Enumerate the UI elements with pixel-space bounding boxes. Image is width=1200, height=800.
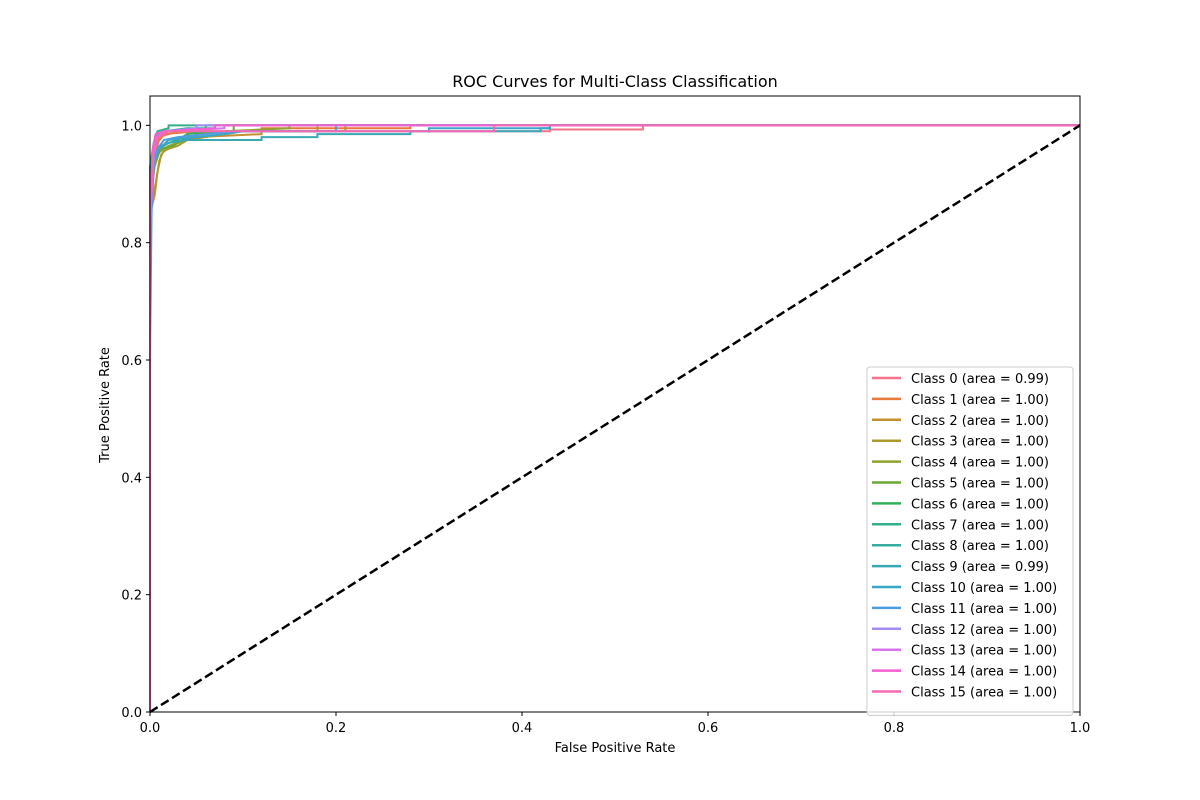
legend-label: Class 8 (area = 1.00) — [911, 539, 1049, 554]
x-tick-label: 0.4 — [512, 721, 533, 736]
legend-label: Class 9 (area = 0.99) — [911, 560, 1049, 575]
x-axis-label: False Positive Rate — [555, 741, 676, 756]
x-tick-label: 0.8 — [884, 721, 905, 736]
legend-label: Class 12 (area = 1.00) — [911, 623, 1057, 638]
x-tick-label: 0.0 — [140, 721, 161, 736]
plot-area — [149, 124, 1081, 714]
y-tick-label: 0.0 — [121, 706, 142, 721]
x-tick-label: 0.2 — [326, 721, 347, 736]
legend-label: Class 13 (area = 1.00) — [911, 644, 1057, 659]
legend-label: Class 15 (area = 1.00) — [911, 686, 1057, 701]
legend-box — [866, 366, 1074, 716]
y-tick-label: 1.0 — [121, 119, 142, 134]
chart-title: ROC Curves for Multi-Class Classificatio… — [452, 72, 778, 91]
legend-label: Class 6 (area = 1.00) — [911, 497, 1049, 512]
legend-label: Class 3 (area = 1.00) — [911, 435, 1049, 450]
x-tick-label: 1.0 — [1070, 721, 1091, 736]
x-tick-label: 0.6 — [698, 721, 719, 736]
legend-label: Class 5 (area = 1.00) — [911, 477, 1049, 492]
legend-label: Class 1 (area = 1.00) — [911, 393, 1049, 408]
legend-label: Class 2 (area = 1.00) — [911, 414, 1049, 429]
legend-label: Class 14 (area = 1.00) — [911, 665, 1057, 680]
x-axis-ticks: 0.0 0.2 0.4 0.6 0.8 1.0 — [140, 712, 1091, 736]
y-tick-label: 0.6 — [121, 354, 142, 369]
legend-label: Class 4 (area = 1.00) — [911, 456, 1049, 471]
random-classifier-line — [149, 124, 1081, 714]
plot-frame — [149, 95, 1081, 713]
y-tick-label: 0.8 — [121, 237, 142, 252]
y-tick-label: 0.2 — [121, 589, 142, 604]
legend-label: Class 0 (area = 0.99) — [911, 372, 1049, 387]
y-tick-label: 0.4 — [121, 471, 142, 486]
legend: Class 0 (area = 0.99) Class 1 (area = 1.0… — [866, 366, 1074, 716]
y-axis-ticks: 0.0 0.2 0.4 0.6 0.8 1.0 — [121, 119, 150, 721]
y-axis-label: True Positive Rate — [98, 347, 113, 464]
legend-label: Class 11 (area = 1.00) — [911, 602, 1057, 617]
legend-label: Class 7 (area = 1.00) — [911, 518, 1049, 533]
legend-label: Class 10 (area = 1.00) — [911, 581, 1057, 596]
